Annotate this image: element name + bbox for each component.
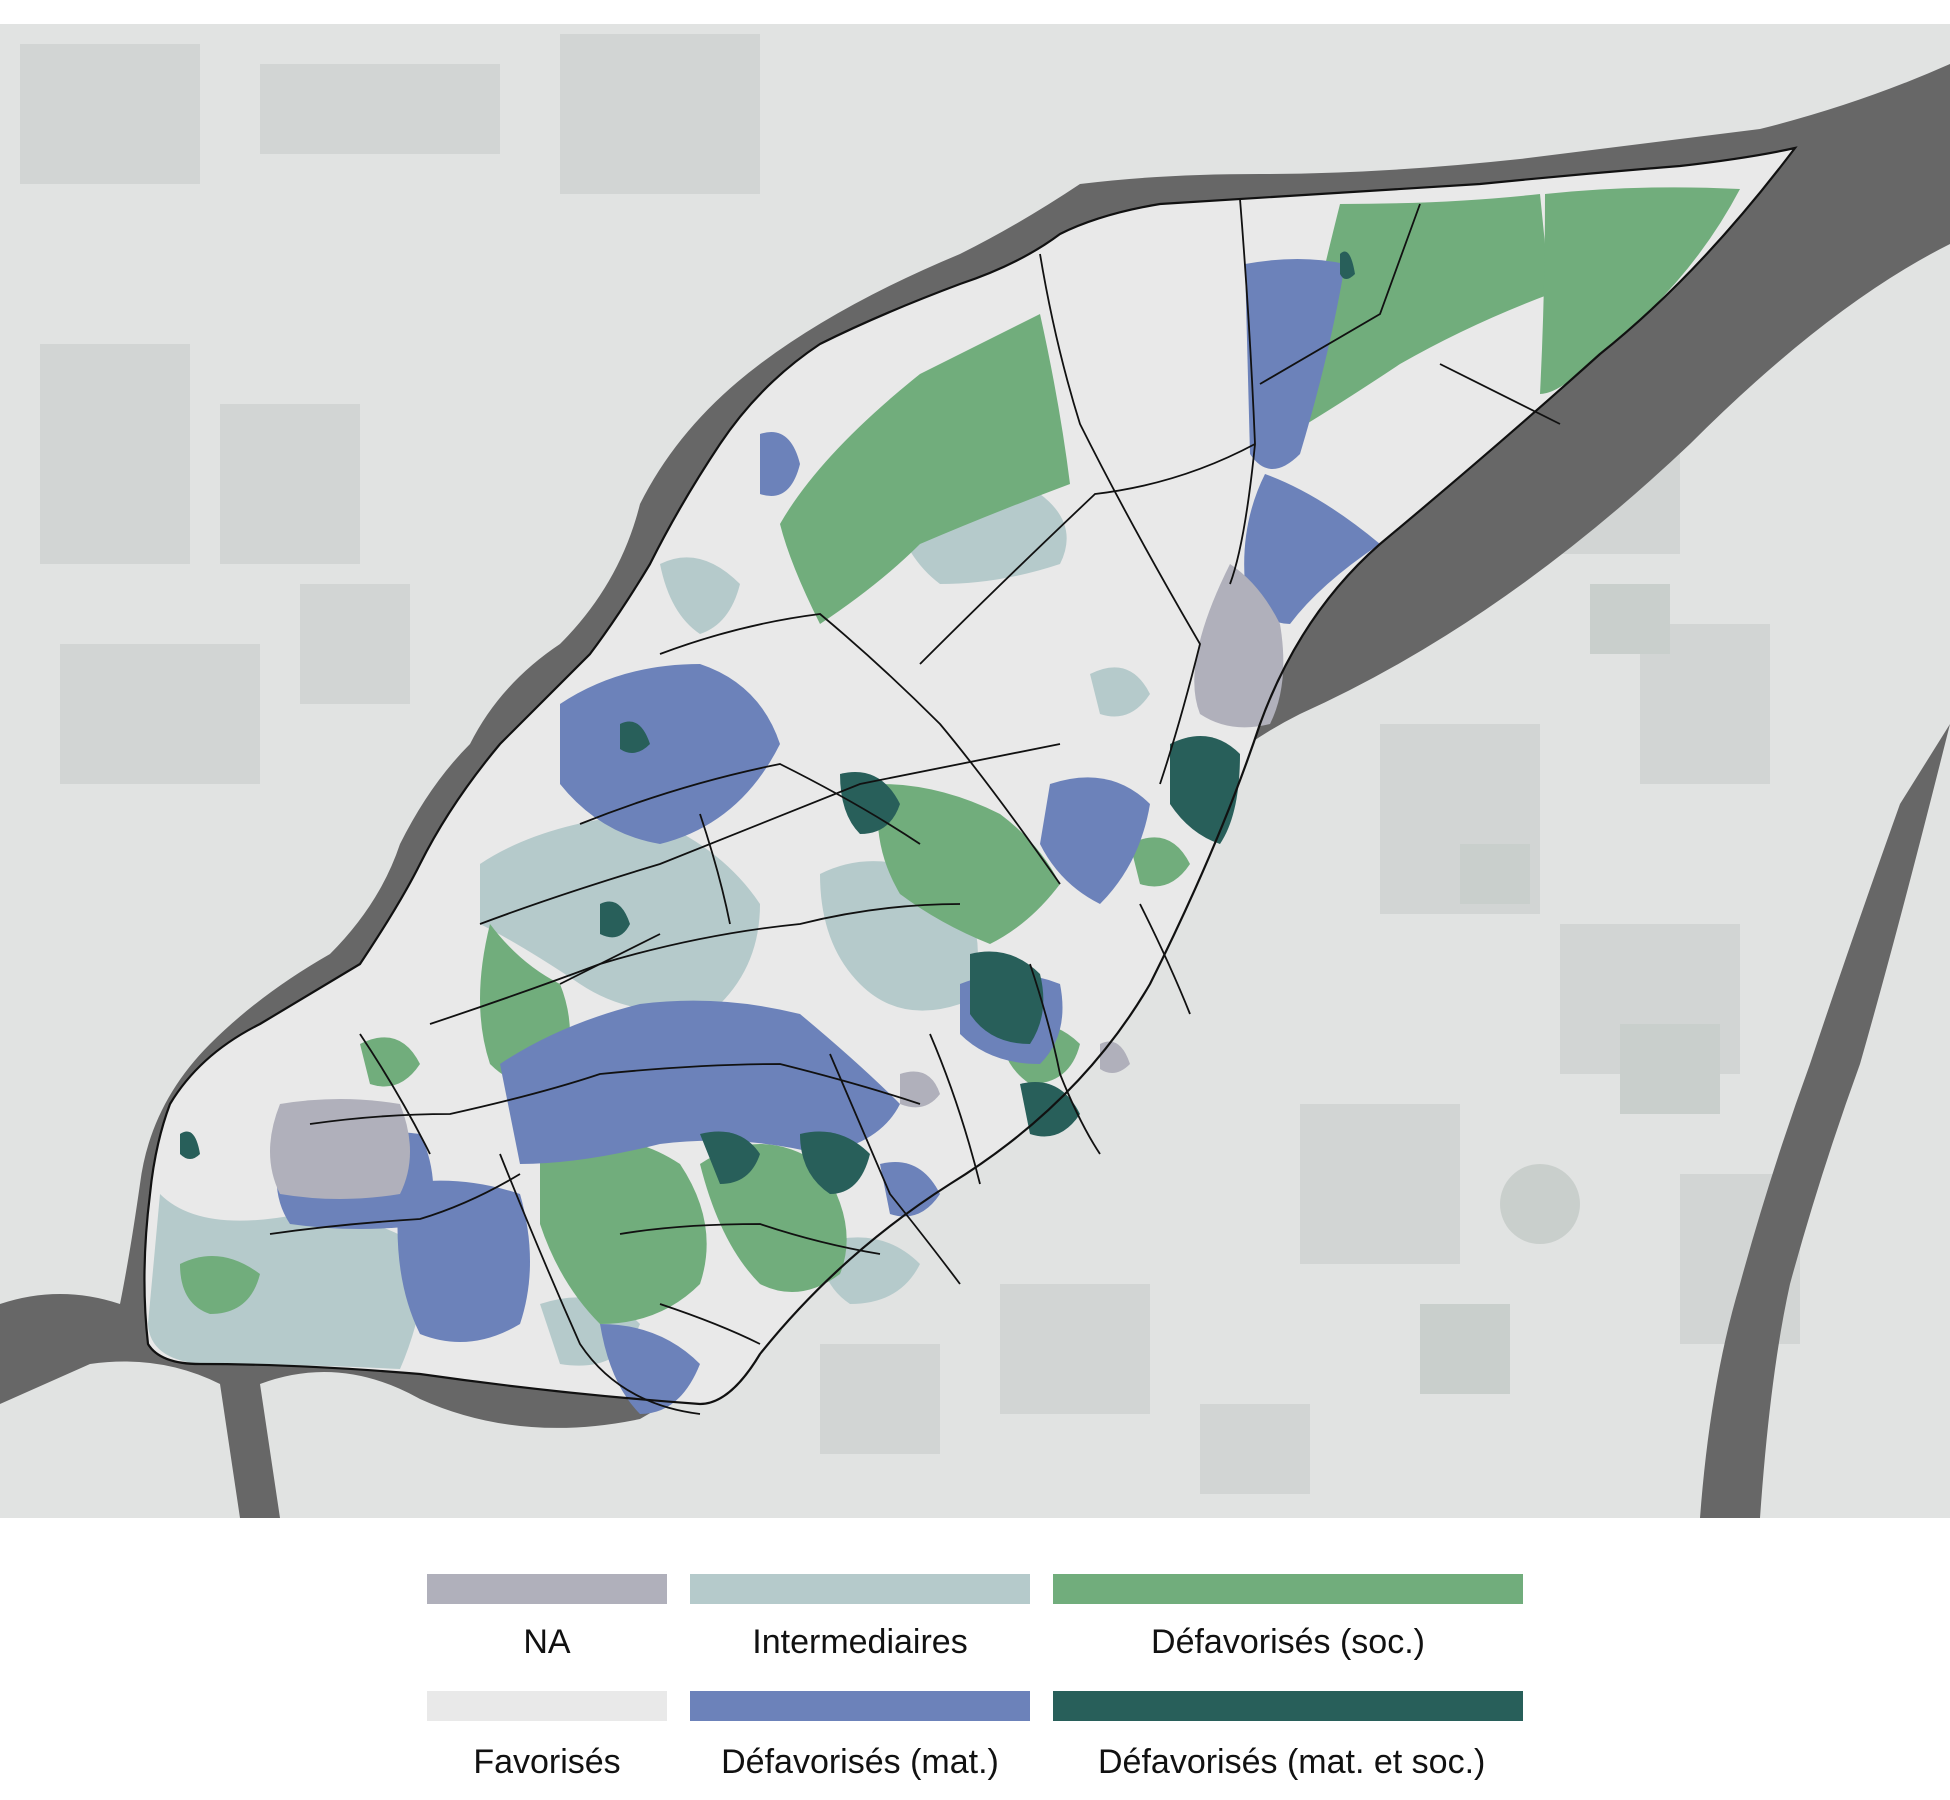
zones-defavorises-mat-et-soc <box>180 251 1355 1194</box>
district-boundaries <box>269 198 1561 1415</box>
legend-label-defavorises-soc: Défavorisés (soc.) <box>1151 1623 1425 1661</box>
legend-swatch-defavorises-mat <box>690 1691 1030 1721</box>
legend-swatch-favorises <box>427 1691 667 1721</box>
legend-label-intermediaires: Intermediaires <box>752 1623 968 1661</box>
zones-na <box>270 564 1284 1199</box>
legend-label-favorises: Favorisés <box>473 1743 621 1781</box>
island-outline <box>143 146 1798 1406</box>
east-river-channel <box>1700 724 1950 1518</box>
legend-label-na: NA <box>523 1623 571 1661</box>
zones-defavorises-soc <box>180 187 1740 1324</box>
park-areas <box>1420 584 1720 1394</box>
legend-swatch-defavorises-mat-et-soc <box>1053 1691 1523 1721</box>
legend-swatch-intermediaires <box>690 1574 1030 1604</box>
legend-label-defavorises-mat-et-soc: Défavorisés (mat. et soc.) <box>1098 1743 1486 1781</box>
legend: NA Intermediaires Défavorisés (soc.) Fav… <box>0 1560 1950 1800</box>
legend-swatch-na <box>427 1574 667 1604</box>
legend-swatch-defavorises-soc <box>1053 1574 1523 1604</box>
legend-label-defavorises-mat: Défavorisés (mat.) <box>721 1743 999 1781</box>
island-deprivation-map <box>0 24 1950 1518</box>
zones-intermediaires <box>148 489 1150 1369</box>
